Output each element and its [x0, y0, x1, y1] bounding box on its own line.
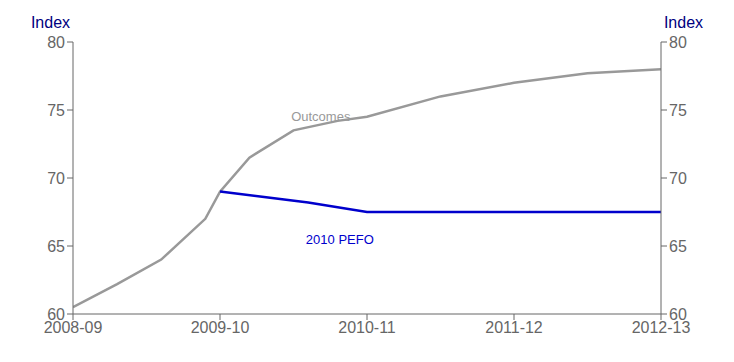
svg-text:70: 70 [669, 170, 687, 187]
svg-text:2010-11: 2010-11 [338, 319, 396, 336]
svg-text:70: 70 [47, 170, 65, 187]
svg-text:75: 75 [669, 102, 687, 119]
svg-text:80: 80 [47, 34, 65, 51]
svg-text:2010 PEFO: 2010 PEFO [306, 232, 374, 247]
svg-text:2012-13: 2012-13 [631, 319, 691, 337]
svg-text:2009-10: 2009-10 [191, 319, 250, 336]
svg-text:2011-12: 2011-12 [485, 319, 543, 336]
svg-text:Index: Index [31, 14, 70, 31]
svg-text:80: 80 [669, 34, 687, 51]
svg-text:65: 65 [669, 238, 687, 255]
svg-text:60: 60 [669, 306, 687, 323]
svg-text:60: 60 [47, 306, 65, 323]
svg-text:Outcomes: Outcomes [291, 109, 351, 124]
svg-text:Index: Index [664, 14, 703, 31]
svg-text:65: 65 [47, 238, 65, 255]
svg-text:75: 75 [47, 102, 65, 119]
svg-text:2008-09: 2008-09 [43, 319, 103, 337]
